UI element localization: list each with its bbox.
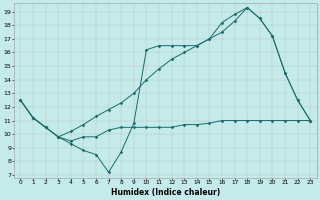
X-axis label: Humidex (Indice chaleur): Humidex (Indice chaleur) [111, 188, 220, 197]
